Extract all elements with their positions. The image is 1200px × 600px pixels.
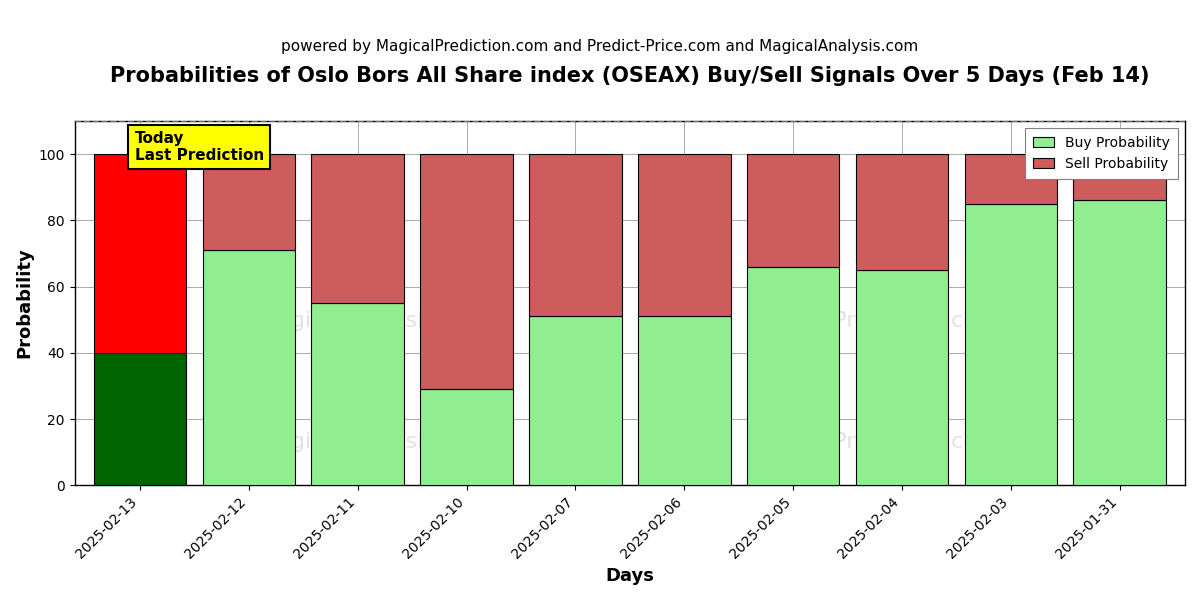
Bar: [203, 250, 295, 485]
Bar: [856, 270, 948, 485]
Text: MagicalPrediction.com: MagicalPrediction.com: [749, 311, 1000, 331]
Bar: [94, 353, 186, 485]
Bar: [529, 154, 622, 316]
Bar: [420, 154, 512, 389]
Bar: [312, 154, 404, 303]
Y-axis label: Probability: Probability: [16, 248, 34, 358]
Text: MagicalPrediction.com: MagicalPrediction.com: [749, 431, 1000, 452]
Bar: [746, 266, 839, 485]
Text: MagicalAnalysis.com: MagicalAnalysis.com: [259, 311, 491, 331]
Text: powered by MagicalPrediction.com and Predict-Price.com and MagicalAnalysis.com: powered by MagicalPrediction.com and Pre…: [281, 38, 919, 53]
Bar: [203, 154, 295, 250]
Bar: [856, 154, 948, 270]
Text: Today
Last Prediction: Today Last Prediction: [134, 131, 264, 163]
Text: MagicalAnalysis.com: MagicalAnalysis.com: [259, 431, 491, 452]
Bar: [1074, 200, 1166, 485]
Bar: [746, 154, 839, 266]
Bar: [1074, 154, 1166, 200]
Bar: [529, 316, 622, 485]
Bar: [94, 154, 186, 353]
Legend: Buy Probability, Sell Probability: Buy Probability, Sell Probability: [1025, 128, 1178, 179]
Bar: [638, 316, 731, 485]
Bar: [965, 154, 1057, 203]
Bar: [965, 203, 1057, 485]
Bar: [638, 154, 731, 316]
Title: Probabilities of Oslo Bors All Share index (OSEAX) Buy/Sell Signals Over 5 Days : Probabilities of Oslo Bors All Share ind…: [110, 66, 1150, 86]
Bar: [420, 389, 512, 485]
X-axis label: Days: Days: [605, 567, 654, 585]
Bar: [312, 303, 404, 485]
